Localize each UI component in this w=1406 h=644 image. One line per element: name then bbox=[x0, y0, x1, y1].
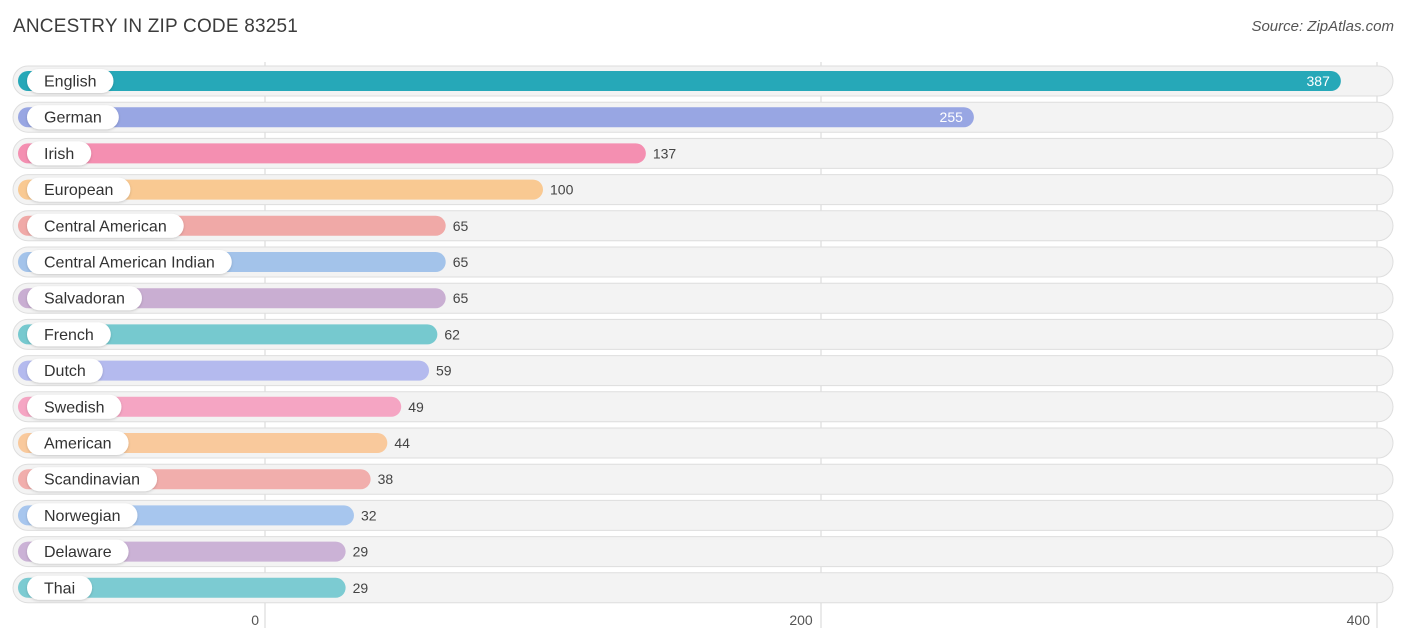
category-pill bbox=[27, 141, 92, 166]
category-label: Delaware bbox=[44, 544, 112, 561]
category-label: Central American bbox=[44, 218, 167, 235]
category-pill bbox=[27, 539, 129, 564]
chart-title: ANCESTRY IN ZIP CODE 83251 bbox=[13, 16, 299, 37]
category-pill bbox=[27, 503, 138, 528]
value-label: 62 bbox=[444, 326, 460, 342]
category-pill bbox=[27, 213, 184, 238]
category-label: Salvadoran bbox=[44, 291, 125, 308]
category-label: Irish bbox=[44, 146, 74, 163]
value-label: 44 bbox=[394, 435, 410, 451]
value-label: 387 bbox=[1307, 73, 1331, 89]
row-track bbox=[12, 536, 1394, 568]
value-label: 255 bbox=[940, 109, 964, 125]
value-label: 65 bbox=[453, 254, 469, 270]
category-label: Central American Indian bbox=[44, 255, 215, 272]
category-pill bbox=[27, 322, 111, 347]
category-label: American bbox=[44, 436, 112, 453]
source-credit: Source: ZipAtlas.com bbox=[1251, 18, 1394, 35]
bar bbox=[18, 577, 346, 598]
value-label: 65 bbox=[453, 290, 469, 306]
x-tick-label: 400 bbox=[1347, 612, 1371, 628]
category-pill bbox=[27, 69, 114, 93]
category-pill bbox=[27, 105, 119, 130]
row-track bbox=[12, 572, 1394, 604]
category-pill bbox=[27, 358, 103, 383]
x-tick-label: 200 bbox=[789, 612, 813, 628]
bar bbox=[18, 179, 543, 200]
category-pill bbox=[27, 394, 122, 419]
category-label: European bbox=[44, 182, 113, 199]
x-tick-label: 0 bbox=[251, 612, 259, 628]
value-label: 100 bbox=[550, 182, 574, 198]
bar bbox=[18, 71, 1341, 91]
value-label: 49 bbox=[408, 399, 424, 415]
category-label: Scandinavian bbox=[44, 472, 140, 489]
category-pill bbox=[27, 286, 142, 311]
value-label: 59 bbox=[436, 363, 452, 379]
category-label: English bbox=[44, 74, 96, 91]
bar-rows: English 387 German 255 Irish 137 European 100 Ce… bbox=[12, 65, 1394, 604]
category-label: Dutch bbox=[44, 363, 86, 380]
category-label: Thai bbox=[44, 580, 75, 597]
value-label: 29 bbox=[353, 580, 369, 596]
category-pill bbox=[27, 575, 93, 600]
value-label: 32 bbox=[361, 507, 377, 523]
bar bbox=[18, 143, 646, 164]
category-pill bbox=[27, 177, 131, 202]
category-label: French bbox=[44, 327, 94, 344]
value-label: 29 bbox=[353, 544, 369, 560]
category-pill bbox=[27, 250, 232, 274]
category-label: Swedish bbox=[44, 399, 104, 416]
bar bbox=[18, 324, 438, 345]
category-label: Norwegian bbox=[44, 508, 120, 525]
category-label: German bbox=[44, 110, 102, 127]
bar bbox=[18, 107, 974, 128]
category-pill bbox=[27, 467, 158, 492]
value-label: 38 bbox=[378, 471, 394, 487]
category-pill bbox=[27, 431, 129, 455]
value-label: 137 bbox=[653, 145, 677, 161]
row-track bbox=[12, 499, 1394, 531]
x-axis-ticks: 0 200 400 bbox=[251, 612, 1370, 628]
value-label: 65 bbox=[453, 218, 469, 234]
bar bbox=[18, 360, 430, 381]
